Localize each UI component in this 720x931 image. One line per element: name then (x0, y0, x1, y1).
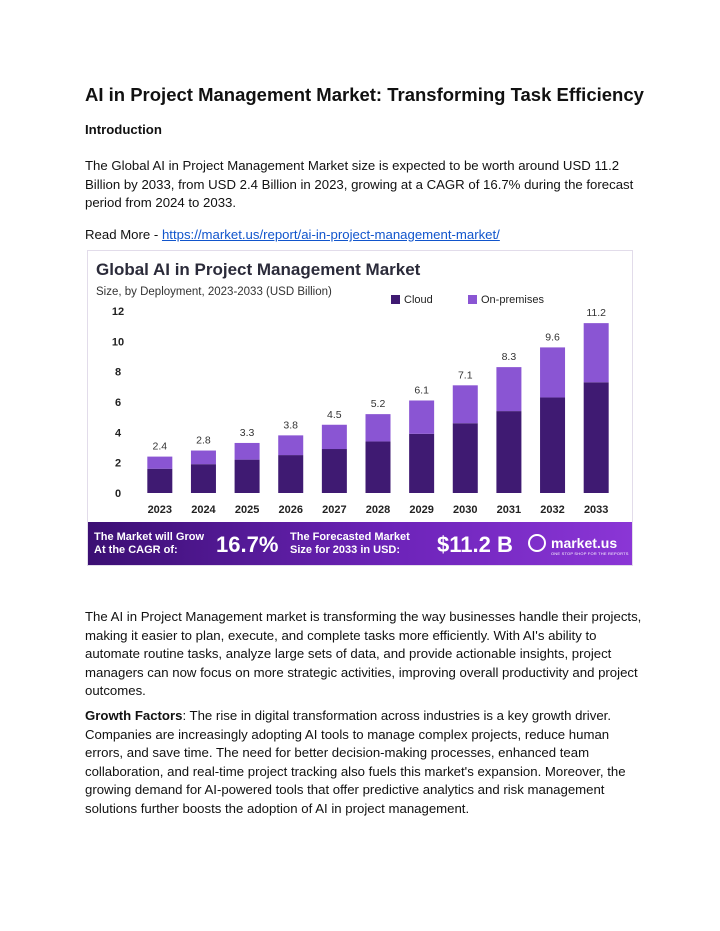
cagr-value: 16.7% (216, 532, 279, 557)
bar-total-label: 4.5 (327, 409, 342, 421)
bar-cloud (234, 459, 260, 493)
bar-total-label: 2.4 (153, 441, 168, 453)
page-title: AI in Project Management Market: Transfo… (85, 84, 644, 105)
x-tick-label: 2023 (148, 504, 172, 516)
bar-total-label: 3.3 (240, 427, 255, 439)
logo-mark-icon (528, 534, 546, 552)
bar-total-label: 5.2 (371, 398, 386, 410)
logo-name: market.us (551, 535, 618, 551)
bar-on-premises (147, 456, 173, 469)
bar-on-premises (452, 385, 478, 424)
bar-total-label: 8.3 (502, 351, 517, 363)
y-tick-label: 8 (115, 367, 121, 379)
cagr-label-line1: The Market will Grow (94, 531, 205, 543)
cagr-label: The Market will Grow At the CAGR of: (94, 531, 204, 557)
y-tick-label: 4 (115, 427, 122, 439)
legend-cloud-swatch (391, 295, 400, 304)
x-tick-label: 2029 (409, 504, 433, 516)
chart-title: Global AI in Project Management Market (96, 260, 421, 279)
cagr-label-line2: At the CAGR of: (94, 544, 178, 556)
forecast-label-line1: The Forecasted Market (290, 531, 410, 543)
y-tick-label: 0 (115, 488, 121, 500)
bar-on-premises (583, 323, 609, 383)
bar-on-premises (409, 400, 435, 434)
bar-cloud (190, 464, 216, 493)
legend-on-premises-swatch (468, 295, 477, 304)
market-bar-chart: Global AI in Project Management Market S… (96, 260, 609, 516)
bar-on-premises (496, 367, 522, 412)
bar-on-premises (278, 435, 304, 456)
x-tick-label: 2030 (453, 504, 477, 516)
intro-paragraph: The Global AI in Project Management Mark… (85, 158, 634, 210)
bar-total-label: 2.8 (196, 435, 211, 447)
bar-cloud (321, 449, 347, 493)
market-us-logo: market.us ONE STOP SHOP FOR THE REPORTS (528, 534, 628, 556)
y-tick-label: 12 (112, 306, 124, 318)
read-more-line: Read More - https://market.us/report/ai-… (85, 226, 645, 245)
intro-heading: Introduction (85, 122, 162, 137)
x-tick-label: 2031 (497, 504, 521, 516)
summary-banner: The Market will Grow At the CAGR of: 16.… (88, 522, 632, 565)
bar-cloud (365, 441, 391, 493)
bar-cloud (540, 397, 566, 493)
bar-on-premises (540, 347, 566, 398)
x-axis: 2023 2024 2025 2026 2027 2028 2029 2030 2031 2032… (148, 504, 609, 516)
bar-on-premises (190, 450, 216, 465)
forecast-value: $11.2 B (437, 532, 513, 557)
x-tick-label: 2026 (278, 504, 302, 516)
bars-group: 2.4 2.8 3.3 3.8 4.5 5.2 6.1 7.1 8.3 9.6 11.2 (147, 307, 609, 493)
read-more-link[interactable]: https://market.us/report/ai-in-project-m… (161, 227, 500, 242)
bar-cloud (583, 382, 609, 493)
bar-total-label: 3.8 (283, 419, 298, 431)
bar-total-label: 7.1 (458, 369, 473, 381)
forecast-label: The Forecasted Market Size for 2033 in U… (290, 531, 410, 557)
x-tick-label: 2028 (366, 504, 390, 516)
y-tick-label: 2 (115, 458, 121, 470)
bar-on-premises (365, 414, 391, 442)
growth-factors-label: Growth Factors (85, 708, 183, 723)
y-axis: 0 2 4 6 8 10 12 (112, 306, 124, 500)
y-tick-label: 6 (115, 397, 121, 409)
bar-total-label: 6.1 (414, 384, 429, 396)
legend-on-premises-label: On-premises (481, 294, 544, 306)
bar-cloud (278, 455, 304, 493)
bar-total-label: 11.2 (586, 307, 606, 319)
bar-cloud (496, 411, 522, 493)
body-paragraph-1: The AI in Project Management market is t… (85, 609, 642, 698)
x-tick-label: 2025 (235, 504, 259, 516)
x-tick-label: 2033 (584, 504, 608, 516)
growth-factors-paragraph: Growth Factors: The rise in digital tran… (85, 707, 645, 818)
bar-on-premises (234, 442, 260, 460)
growth-factors-text: : The rise in digital transformation acr… (85, 708, 626, 816)
bar-cloud (147, 468, 173, 493)
market-infographic: Global AI in Project Management Market S… (87, 250, 633, 566)
x-tick-label: 2024 (191, 504, 216, 516)
bar-cloud (409, 433, 435, 493)
chart-subtitle: Size, by Deployment, 2023-2033 (USD Bill… (96, 286, 332, 298)
logo-tagline: ONE STOP SHOP FOR THE REPORTS (551, 551, 629, 556)
bar-cloud (452, 423, 478, 493)
forecast-label-line2: Size for 2033 in USD: (290, 544, 401, 556)
y-tick-label: 10 (112, 336, 124, 348)
read-more-label: Read More - (85, 227, 162, 242)
legend-cloud-label: Cloud (404, 294, 433, 306)
x-tick-label: 2027 (322, 504, 346, 516)
x-tick-label: 2032 (540, 504, 564, 516)
bar-total-label: 9.6 (545, 331, 560, 343)
bar-on-premises (321, 424, 347, 450)
